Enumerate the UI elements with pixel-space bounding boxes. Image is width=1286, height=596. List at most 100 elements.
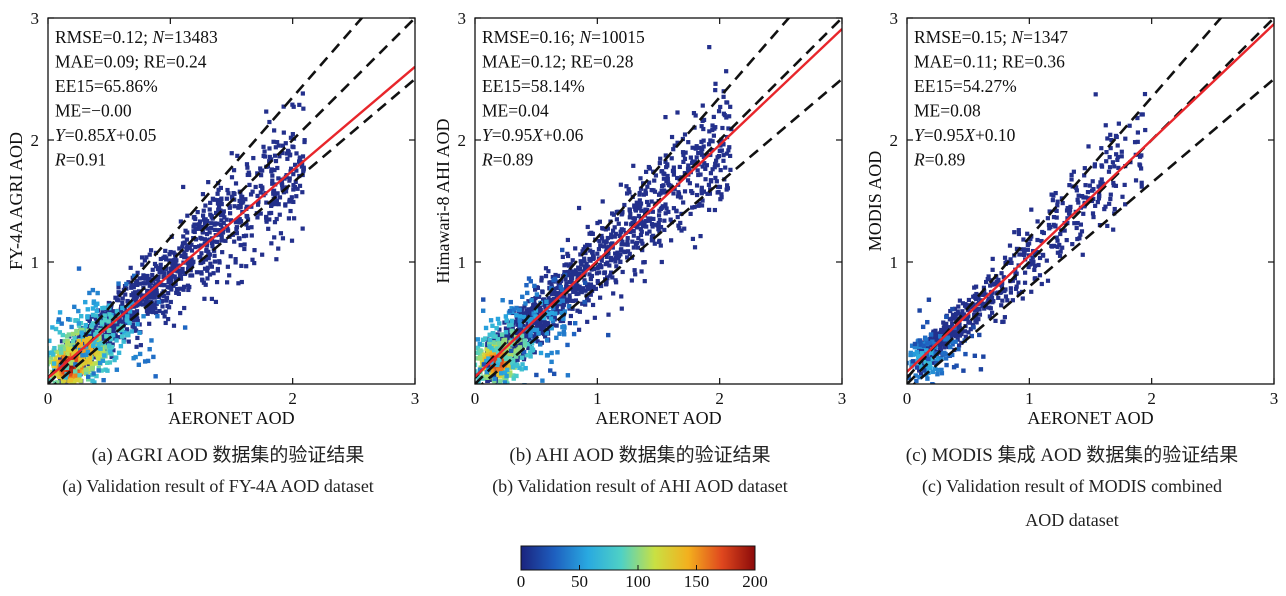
scatter-point <box>519 310 524 316</box>
scatter-point <box>584 261 589 266</box>
scatter-point-dense <box>83 299 88 305</box>
scatter-point-dense <box>72 336 77 341</box>
scatter-point <box>1079 229 1085 234</box>
scatter-point <box>576 205 582 211</box>
scatter-point <box>185 260 190 266</box>
scatter-point <box>218 222 224 227</box>
scatter-point <box>634 200 639 205</box>
scatter-point <box>124 327 130 332</box>
scatter-point <box>591 256 596 261</box>
scatter-point-dense <box>114 309 120 314</box>
scatter-point <box>1108 132 1113 137</box>
scatter-point <box>585 282 590 287</box>
scatter-point-dense <box>528 320 533 325</box>
scatter-point <box>711 133 717 138</box>
scatter-point <box>202 296 207 301</box>
scatter-point-dense <box>129 300 134 306</box>
one-to-one-line <box>907 18 1274 384</box>
scatter-point <box>643 188 648 193</box>
x-tick-label: 0 <box>44 389 53 408</box>
stats-line: R=0.89 <box>481 150 533 170</box>
scatter-point <box>712 207 718 213</box>
scatter-point <box>131 318 136 323</box>
scatter-point <box>1014 246 1020 251</box>
scatter-point <box>967 320 973 325</box>
scatter-point-dense <box>949 339 954 344</box>
scatter-point <box>267 217 272 222</box>
scatter-point <box>705 191 710 196</box>
scatter-point-dense <box>77 370 83 376</box>
scatter-point <box>970 322 976 328</box>
scatter-point <box>1055 203 1060 208</box>
scatter-point-dense <box>935 367 941 373</box>
caption-c-en: (c) Validation result of MODIS combined <box>921 476 1223 496</box>
scatter-point <box>291 145 296 150</box>
scatter-point <box>685 166 691 171</box>
scatter-point <box>666 209 671 215</box>
scatter-point <box>649 199 654 204</box>
scatter-point <box>678 195 683 200</box>
scatter-point-dense <box>529 316 534 322</box>
colorbar-tick-label: 150 <box>684 572 710 591</box>
scatter-point <box>1057 242 1062 248</box>
scatter-point <box>219 232 224 237</box>
scatter-point <box>113 333 118 338</box>
scatter-point <box>179 253 184 259</box>
scatter-point <box>682 156 688 161</box>
scatter-point-dense <box>83 322 88 328</box>
stats-line: MAE=0.11; RE=0.36 <box>914 52 1065 72</box>
scatter-point-dense <box>926 356 931 362</box>
scatter-point <box>111 323 116 328</box>
scatter-point-dense <box>82 337 87 342</box>
scatter-point <box>176 263 181 268</box>
scatter-point <box>633 207 638 212</box>
scatter-point <box>271 139 276 144</box>
x-tick-label: 1 <box>166 389 175 408</box>
scatter-point <box>713 88 718 93</box>
scatter-point-dense <box>90 365 95 371</box>
scatter-point <box>200 192 206 197</box>
scatter-point-dense <box>109 337 114 342</box>
scatter-point-dense <box>490 331 495 336</box>
scatter-point-dense <box>104 350 110 355</box>
scatter-point <box>290 132 295 137</box>
scatter-point <box>191 259 196 264</box>
scatter-point <box>600 199 605 204</box>
scatter-point <box>1009 260 1014 266</box>
scatter-point-dense <box>538 350 544 356</box>
scatter-point <box>199 224 205 230</box>
scatter-point <box>171 283 176 288</box>
scatter-point <box>237 236 242 241</box>
scatter-point <box>564 262 569 267</box>
scatter-point <box>612 234 617 239</box>
scatter-point <box>161 310 166 315</box>
scatter-point-dense <box>485 347 491 353</box>
scatter-point-dense <box>488 318 494 323</box>
scatter-point-dense <box>934 360 939 366</box>
scatter-point <box>1119 154 1124 159</box>
scatter-point <box>297 183 303 188</box>
scatter-point <box>659 259 664 265</box>
scatter-point <box>204 238 209 243</box>
scatter-point-dense <box>554 335 559 341</box>
scatter-point <box>1055 250 1060 255</box>
x-tick-label: 3 <box>838 389 847 408</box>
scatter-point <box>300 190 305 195</box>
scatter-point <box>158 262 163 267</box>
scatter-point <box>162 271 167 276</box>
scatter-point-dense <box>548 368 553 373</box>
scatter-point <box>281 190 286 195</box>
scatter-point-dense <box>485 353 490 359</box>
scatter-point-dense <box>62 378 67 383</box>
scatter-point <box>168 266 173 271</box>
scatter-point-dense <box>507 355 513 361</box>
scatter-point <box>657 239 662 245</box>
scatter-point <box>971 302 976 308</box>
scatter-point <box>1051 222 1056 227</box>
scatter-point <box>185 267 191 272</box>
scatter-point-dense <box>42 327 46 331</box>
scatter-point <box>270 181 275 186</box>
scatter-point <box>696 172 701 178</box>
scatter-point-dense <box>489 370 495 376</box>
scatter-point <box>215 201 221 206</box>
